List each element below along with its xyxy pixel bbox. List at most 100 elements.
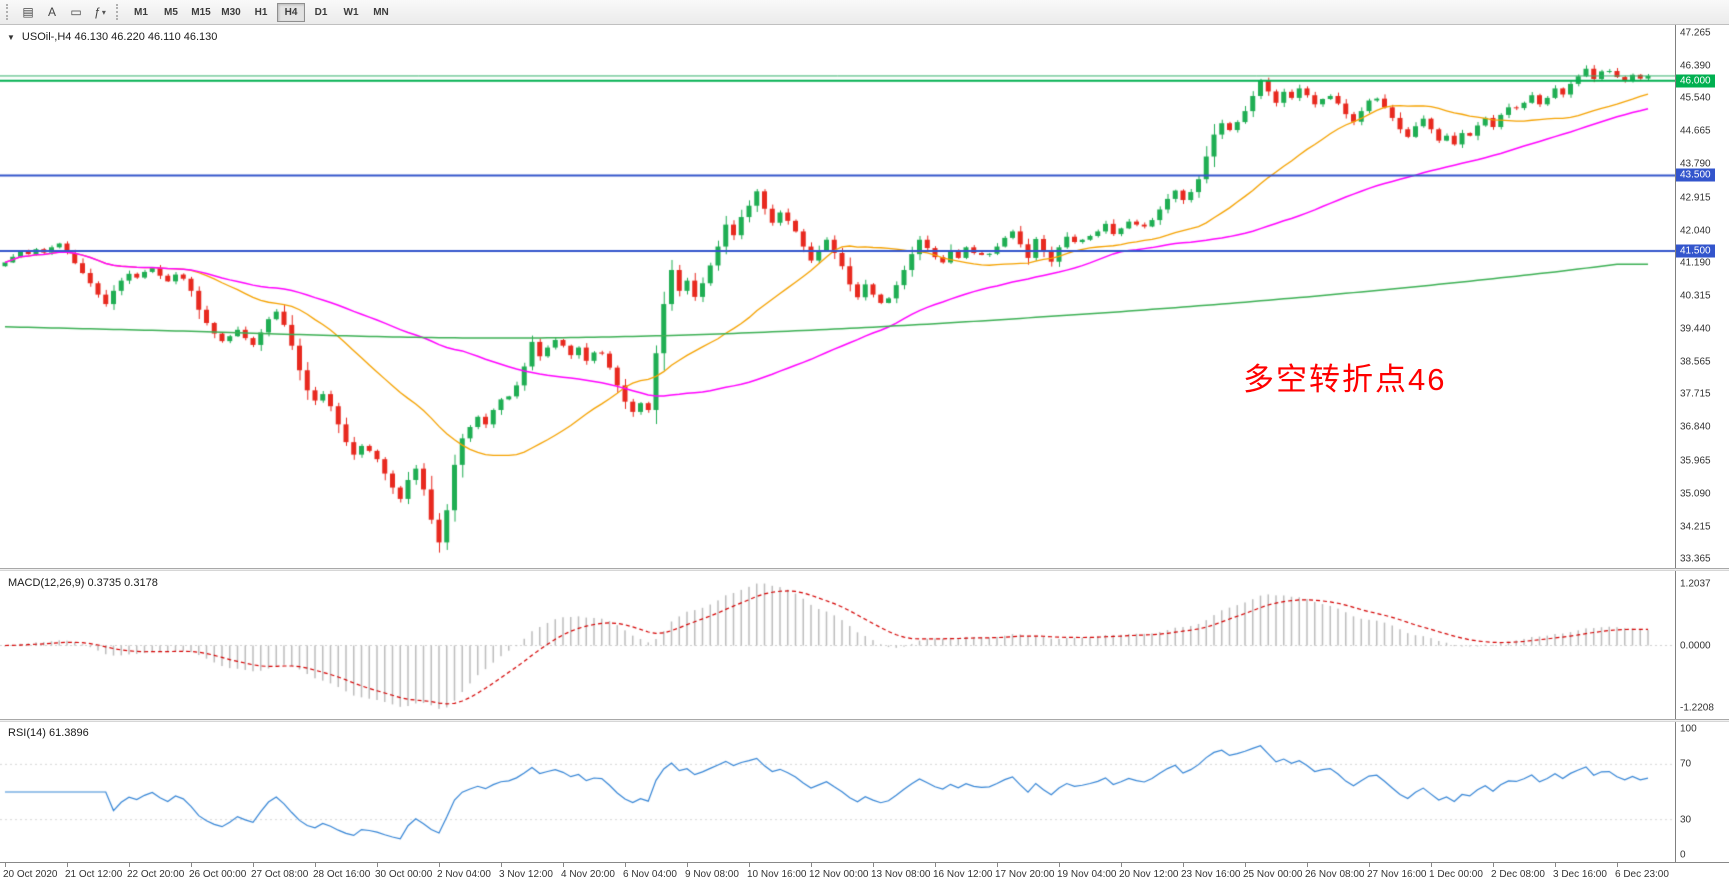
- time-axis-label: 20 Nov 12:00: [1119, 869, 1179, 880]
- macd-axis-label: 0.0000: [1680, 640, 1711, 651]
- chart-symbol-info: ▼ USOil-,H4 46.130 46.220 46.110 46.130: [7, 31, 217, 43]
- time-tick: [1617, 863, 1618, 867]
- time-axis-label: 16 Nov 12:00: [933, 869, 993, 880]
- time-tick: [1369, 863, 1370, 867]
- timeframe-button-h4[interactable]: H4: [277, 2, 305, 22]
- time-axis-label: 28 Oct 16:00: [313, 869, 371, 880]
- time-tick: [811, 863, 812, 867]
- timeframe-button-h1[interactable]: H1: [247, 3, 275, 22]
- indicators-button[interactable]: ƒ ▾: [88, 2, 112, 22]
- time-axis-label: 12 Nov 00:00: [809, 869, 869, 880]
- price-axis-label: 34.215: [1680, 521, 1711, 533]
- time-axis[interactable]: 20 Oct 2020 21 Oct 12:00 22 Oct 20:00 26 Oc…: [0, 862, 1729, 893]
- time-tick: [5, 863, 6, 867]
- time-axis-label: 26 Oct 00:00: [189, 869, 247, 880]
- time-axis-label: 22 Oct 20:00: [127, 869, 185, 880]
- time-axis-label: 1 Dec 00:00: [1429, 869, 1483, 880]
- price-axis-label: 38.565: [1680, 356, 1711, 368]
- timeframe-button-m30[interactable]: M30: [217, 3, 245, 22]
- time-tick: [749, 863, 750, 867]
- time-tick: [1059, 863, 1060, 867]
- price-axis-label: 42.040: [1680, 225, 1711, 237]
- bar-chart-icon: ▤: [22, 5, 34, 19]
- time-axis-label: 3 Dec 16:00: [1553, 869, 1607, 880]
- time-tick: [1245, 863, 1246, 867]
- timeframe-drag-handle[interactable]: [116, 4, 122, 20]
- collapse-arrow-icon[interactable]: ▼: [7, 32, 15, 42]
- time-axis-label: 6 Dec 23:00: [1615, 869, 1669, 880]
- time-tick: [1431, 863, 1432, 867]
- rsi-axis-label: 30: [1680, 814, 1692, 826]
- time-axis-label: 26 Nov 08:00: [1305, 869, 1365, 880]
- price-tag: 46.000: [1676, 74, 1715, 88]
- time-tick: [439, 863, 440, 867]
- objects-button[interactable]: ▭: [64, 2, 88, 22]
- price-axis-label: 37.715: [1680, 388, 1711, 400]
- price-axis-label: 47.265: [1680, 27, 1711, 39]
- time-tick: [377, 863, 378, 867]
- time-axis-label: 30 Oct 00:00: [375, 869, 433, 880]
- time-tick: [563, 863, 564, 867]
- time-axis-label: 13 Nov 08:00: [871, 869, 931, 880]
- chart-list-button[interactable]: ▤: [16, 2, 40, 22]
- macd-indicator-label: MACD(12,26,9) 0.3735 0.3178: [8, 577, 158, 589]
- price-axis-label: 43.790: [1680, 158, 1711, 170]
- rsi-indicator-label: RSI(14) 61.3896: [8, 727, 89, 739]
- price-axis-label: 39.440: [1680, 323, 1711, 335]
- rectangle-icon: ▭: [70, 5, 82, 19]
- time-axis-label: 27 Nov 16:00: [1367, 869, 1427, 880]
- time-tick: [67, 863, 68, 867]
- time-tick: [191, 863, 192, 867]
- time-axis-label: 19 Nov 04:00: [1057, 869, 1117, 880]
- price-axis-label: 35.965: [1680, 455, 1711, 466]
- time-axis-label: 4 Nov 20:00: [561, 869, 615, 880]
- rsi-axis-label: 100: [1680, 723, 1697, 735]
- time-axis-label: 27 Oct 08:00: [251, 869, 309, 880]
- time-axis-label: 3 Nov 12:00: [499, 869, 553, 880]
- panel-splitter-macd[interactable]: [0, 568, 1729, 571]
- time-axis-label: 6 Nov 04:00: [623, 869, 677, 880]
- time-axis-label: 9 Nov 08:00: [685, 869, 739, 880]
- time-tick: [1555, 863, 1556, 867]
- time-tick: [501, 863, 502, 867]
- timeframe-button-m5[interactable]: M5: [157, 3, 185, 22]
- price-axis-label: 36.840: [1680, 421, 1711, 433]
- text-tool-button[interactable]: A: [40, 2, 64, 22]
- price-axis-label: 44.665: [1680, 125, 1711, 137]
- time-axis-label: 2 Dec 08:00: [1491, 869, 1545, 880]
- panel-splitter-rsi[interactable]: [0, 719, 1729, 722]
- price-axis-label: 46.390: [1680, 60, 1711, 72]
- time-axis-label: 2 Nov 04:00: [437, 869, 491, 880]
- tool-button-group: ▤ A ▭ ƒ ▾: [16, 2, 112, 22]
- symbol-ohlc-text: USOil-,H4 46.130 46.220 46.110 46.130: [21, 31, 218, 43]
- time-tick: [1183, 863, 1184, 867]
- price-axis-label: 41.190: [1680, 257, 1711, 269]
- timeframe-button-mn[interactable]: MN: [367, 3, 395, 22]
- indicator-function-icon: ƒ: [94, 5, 101, 19]
- time-tick: [1121, 863, 1122, 867]
- time-axis-label: 20 Oct 2020: [3, 869, 58, 880]
- time-tick: [997, 863, 998, 867]
- macd-axis-label: -1.2208: [1680, 702, 1714, 714]
- timeframe-button-m1[interactable]: M1: [127, 3, 155, 22]
- time-axis-label: 21 Oct 12:00: [65, 869, 123, 880]
- toolbar-drag-handle[interactable]: [6, 4, 12, 20]
- timeframe-button-d1[interactable]: D1: [307, 3, 335, 22]
- timeframe-button-group: M1 M5 M15 M30 H1 H4 D1 W1 MN: [126, 2, 396, 22]
- text-tool-icon: A: [47, 5, 56, 19]
- rsi-axis-label: 70: [1680, 758, 1692, 770]
- time-tick: [687, 863, 688, 867]
- timeframe-button-m15[interactable]: M15: [187, 3, 215, 22]
- price-axis-label: 42.915: [1680, 192, 1711, 204]
- price-axis-label: 45.540: [1680, 92, 1711, 104]
- time-tick: [625, 863, 626, 867]
- price-axis-strip[interactable]: [1675, 25, 1729, 862]
- price-axis-label: 40.315: [1680, 290, 1711, 302]
- toolbar: ▤ A ▭ ƒ ▾ M1 M5 M15 M30 H1 H4 D1 W1 MN: [0, 0, 1729, 25]
- price-axis-label: 33.365: [1680, 553, 1711, 565]
- time-axis-label: 17 Nov 20:00: [995, 869, 1055, 880]
- timeframe-button-w1[interactable]: W1: [337, 3, 365, 22]
- caret-down-icon: ▾: [101, 7, 106, 17]
- macd-axis-label: 1.2037: [1680, 578, 1711, 590]
